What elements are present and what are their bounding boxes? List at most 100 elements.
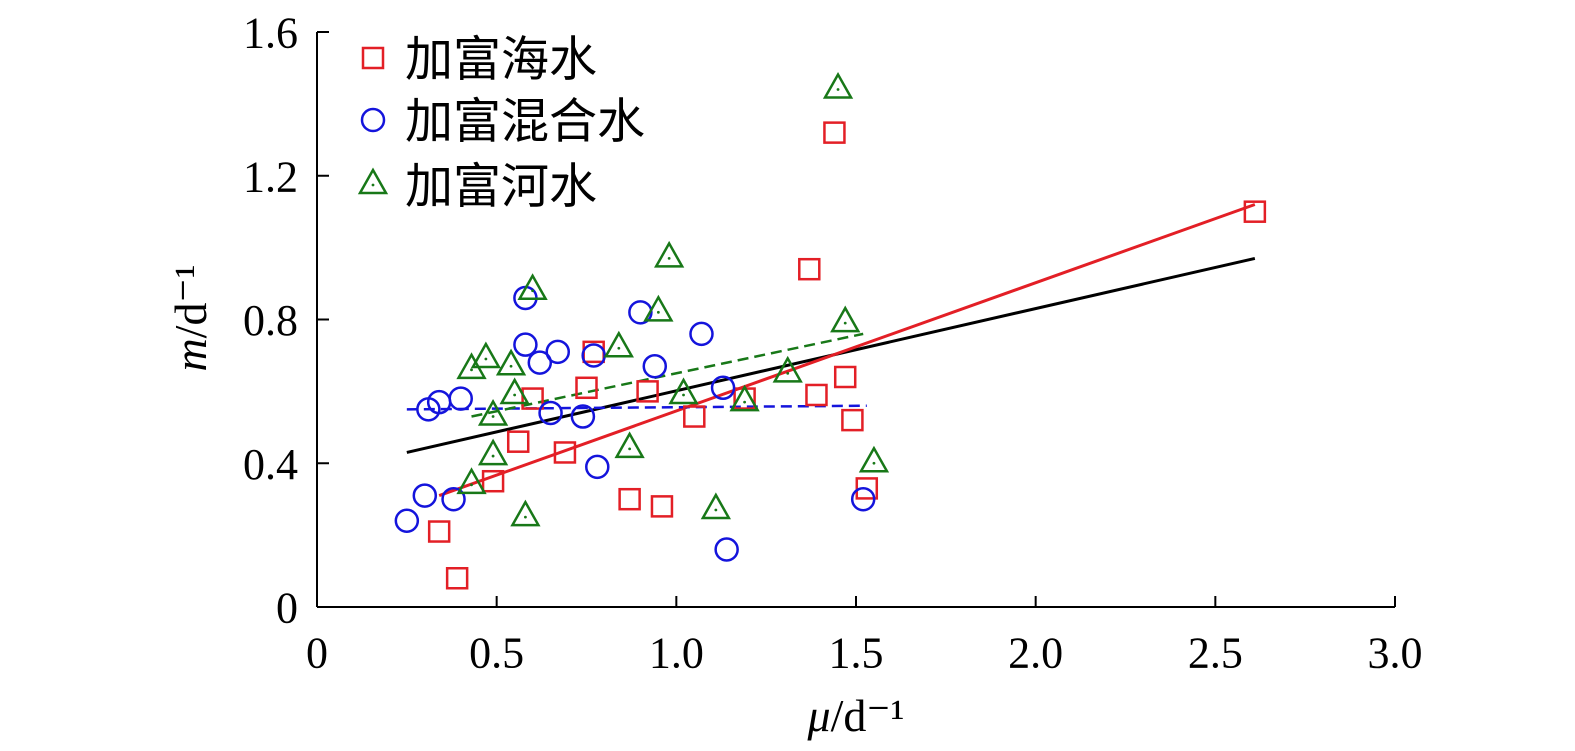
legend-label-series-1: 加富海水: [405, 34, 597, 87]
triangle-marker-dot: [470, 483, 473, 487]
triangle-marker-dot: [509, 364, 513, 368]
triangle-marker-dot: [371, 183, 375, 187]
triangle-marker-dot: [843, 321, 847, 325]
circle-data-point: [570, 404, 596, 429]
x-tick-label: 1.5: [829, 629, 884, 678]
square-data-point: [427, 520, 451, 543]
triangle-data-point: [477, 398, 509, 426]
circle-data-point: [545, 339, 571, 365]
triangle-marker-outline: [654, 240, 685, 268]
triangle-marker-dot: [491, 415, 495, 418]
y-tick-label: 1.2: [243, 152, 298, 201]
x-tick-label: 3.0: [1368, 629, 1423, 678]
circle-data-point: [527, 350, 553, 375]
triangle-data-point: [614, 431, 645, 459]
triangle-marker-dot: [682, 393, 685, 397]
legend-label-series-2: 加富混合水: [405, 96, 645, 149]
triangle-marker-dot: [513, 393, 517, 397]
circle-data-point: [714, 537, 739, 562]
circle-data-point: [538, 400, 563, 426]
circle-data-point: [581, 343, 606, 368]
triangle-marker-outline: [643, 294, 674, 322]
triangle-marker-dot: [617, 346, 621, 350]
circle-data-point: [628, 300, 653, 325]
triangle-marker-outline: [456, 467, 487, 495]
square-data-point: [1243, 200, 1267, 223]
legend-square-marker: [361, 46, 385, 70]
triangle-marker-dot: [714, 508, 718, 512]
triangle-marker-dot: [743, 400, 747, 404]
circle-data-point: [441, 486, 466, 512]
triangle-data-point: [858, 445, 890, 473]
triangle-data-point: [495, 348, 527, 376]
triangle-data-point: [510, 499, 541, 527]
square-data-point: [553, 441, 577, 464]
square-data-point: [636, 380, 659, 403]
triangle-marker-dot: [484, 357, 488, 361]
square-data-point: [841, 408, 864, 432]
square-data-point: [823, 121, 846, 144]
y-tick-label: 0.4: [243, 440, 298, 489]
square-data-point: [481, 469, 505, 493]
triangle-data-point: [643, 294, 674, 322]
triangle-data-point: [830, 305, 861, 333]
triangle-marker-outline: [614, 431, 645, 459]
regression-line: [438, 203, 1256, 498]
square-data-point: [833, 365, 857, 389]
legend-circle-marker: [360, 107, 386, 133]
circle-data-point: [689, 321, 714, 347]
series-1-points: [427, 121, 1267, 590]
circle-data-point: [710, 375, 736, 401]
triangle-marker-dot: [470, 368, 473, 372]
triangle-marker-dot: [531, 289, 534, 293]
triangle-marker-outline: [357, 167, 389, 195]
triangle-marker-outline: [668, 377, 699, 405]
triangle-marker-dot: [491, 454, 495, 458]
triangle-data-point: [603, 330, 634, 358]
regression-line: [406, 404, 867, 411]
legend-triangle-marker: [357, 167, 389, 195]
triangle-data-point: [668, 377, 699, 405]
triangle-marker-outline: [510, 499, 541, 527]
triangle-marker-outline: [517, 273, 548, 300]
square-data-point: [798, 257, 821, 281]
triangle-marker-outline: [470, 341, 502, 369]
triangle-data-point: [517, 273, 548, 300]
circle-data-point: [850, 486, 876, 512]
square-data-point: [506, 430, 530, 453]
square-data-point: [575, 376, 598, 400]
y-axis-title: m/d⁻¹: [165, 264, 216, 371]
triangle-data-point: [822, 71, 854, 99]
y-tick-label: 0: [276, 584, 298, 633]
triangle-marker-outline: [772, 355, 803, 383]
triangle-marker-dot: [628, 447, 632, 451]
square-data-point: [805, 383, 828, 407]
triangle-marker-dot: [656, 310, 660, 314]
regression-line: [471, 332, 864, 418]
triangle-marker-outline: [495, 348, 527, 376]
triangle-data-point: [729, 384, 760, 412]
x-tick-label: 0.5: [469, 629, 524, 678]
square-data-point: [521, 387, 544, 410]
triangle-data-point: [654, 240, 685, 268]
legend-markers: [357, 46, 389, 195]
x-axis-title: μ/d⁻¹: [807, 690, 905, 741]
x-tick-label: 2.0: [1008, 629, 1063, 678]
circle-data-point: [394, 508, 420, 533]
triangle-marker-dot: [524, 515, 527, 519]
triangle-data-point: [477, 438, 509, 466]
square-data-point: [683, 405, 706, 428]
triangle-marker-dot: [872, 461, 876, 465]
triangle-data-point: [772, 355, 803, 383]
triangle-marker-outline: [830, 305, 861, 333]
legend: 加富海水 加富混合水 加富河水: [357, 34, 645, 214]
triangle-data-point: [470, 341, 502, 369]
circle-data-point: [642, 353, 668, 379]
legend-label-series-3: 加富河水: [405, 161, 597, 214]
circle-data-point: [412, 483, 438, 508]
series-3-points: [456, 71, 890, 527]
triangle-data-point: [700, 492, 732, 520]
circle-data-point: [448, 386, 473, 411]
triangle-marker-outline: [603, 330, 634, 358]
